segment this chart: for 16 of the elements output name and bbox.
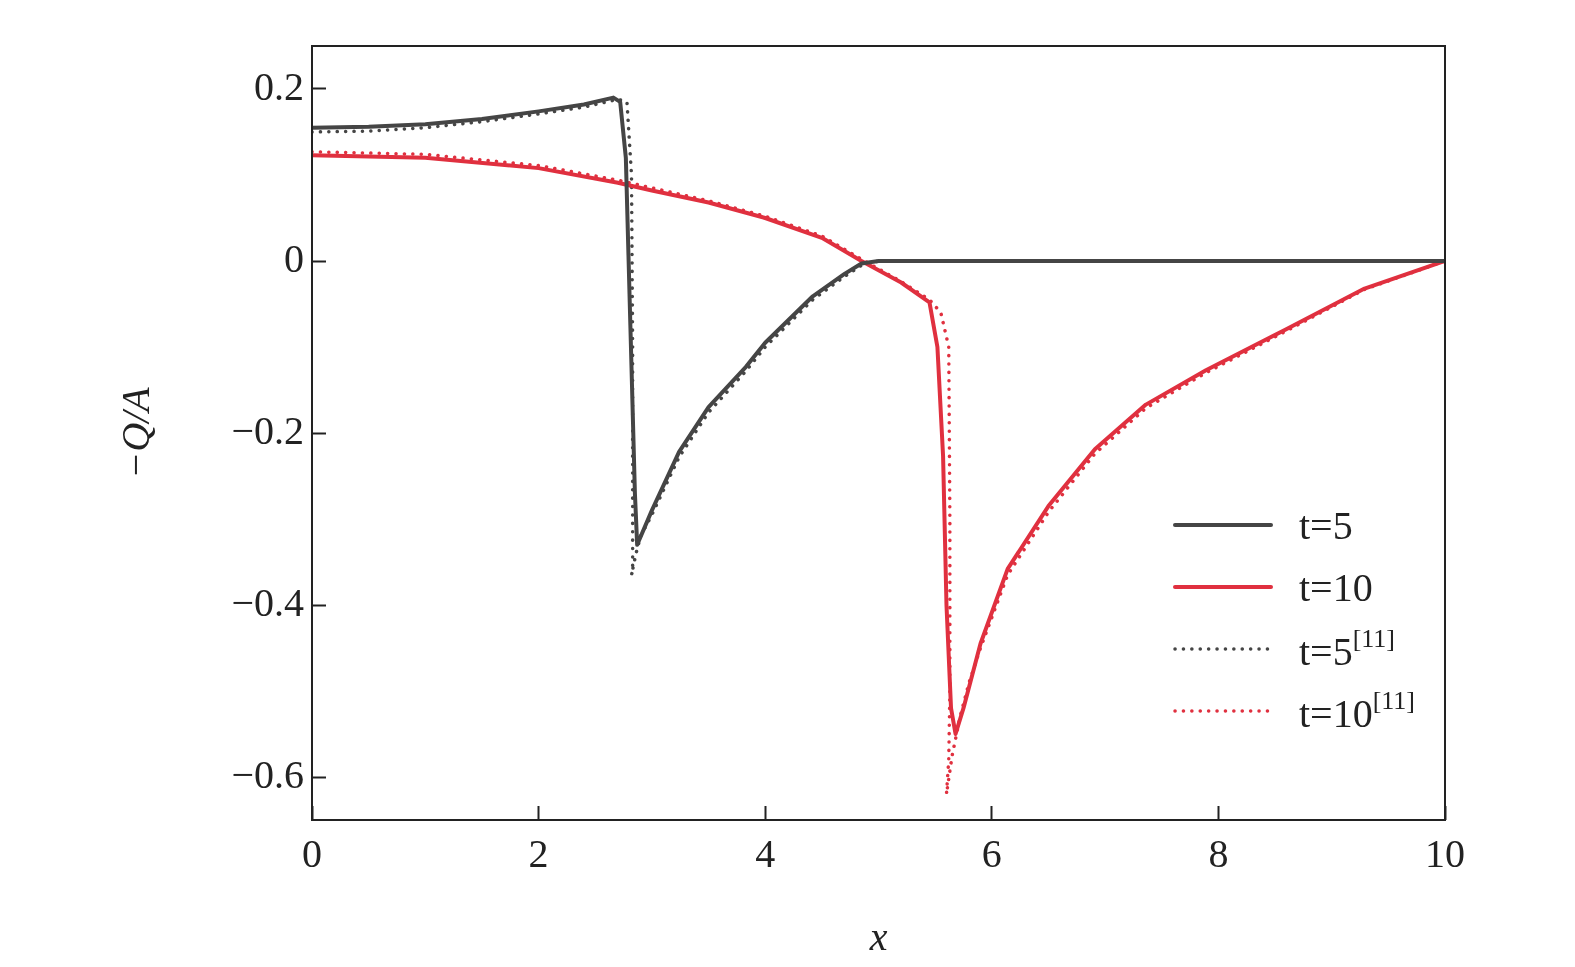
y-tick-label: 0 bbox=[284, 235, 304, 281]
x-axis-title: x bbox=[868, 913, 888, 959]
legend-label: t=10$^{[11]}$ bbox=[1298, 685, 1415, 737]
legend-label: t=5 bbox=[1298, 501, 1353, 549]
legend-label: t=5$^{[11]}$ bbox=[1298, 623, 1395, 675]
x-tick-label: 2 bbox=[528, 830, 549, 876]
y-tick-label: −0.4 bbox=[231, 579, 304, 625]
y-tick-label: −0.2 bbox=[231, 407, 304, 453]
x-tick-label: 4 bbox=[755, 830, 776, 876]
x-tick-label: 6 bbox=[981, 830, 1002, 876]
y-tick-label: 0.2 bbox=[254, 63, 304, 109]
x-tick-label: 10 bbox=[1425, 830, 1465, 876]
x-tick-label: 8 bbox=[1208, 830, 1229, 876]
y-tick-label: −0.6 bbox=[231, 751, 304, 797]
legend-label: t=10 bbox=[1298, 563, 1373, 611]
y-axis-title: −Q/A bbox=[112, 386, 158, 479]
